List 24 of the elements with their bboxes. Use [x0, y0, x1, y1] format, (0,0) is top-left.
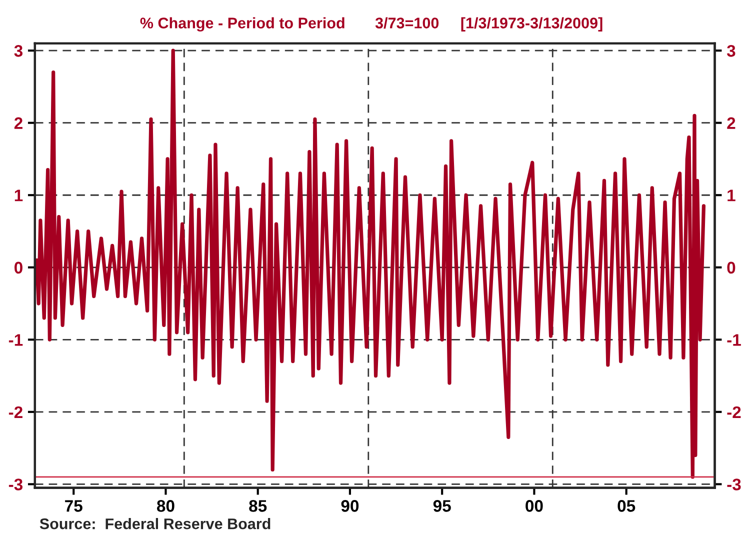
y2-tick-label: 2: [727, 117, 736, 129]
y-tick-label: 3: [14, 44, 23, 57]
y-tick-label: -2: [8, 406, 22, 418]
x-tick-label: 00: [526, 500, 543, 512]
y2-tick-label: -2: [727, 406, 741, 418]
y-tick-label: 0: [14, 262, 22, 274]
x-tick-label: 75: [65, 500, 82, 512]
x-tick-label: 90: [341, 500, 359, 512]
y2-tick-label: -3: [727, 478, 741, 490]
chart-title: % Change - Period to Period 3/73=100 [1/3/1973-3/13/2009]: [140, 17, 602, 32]
line-series: [34, 48, 706, 479]
x-tick-label: 95: [433, 500, 451, 512]
y2-tick-label: 0: [727, 262, 736, 274]
y-tick-label: -3: [8, 478, 23, 490]
y2-tick-label: 1: [728, 190, 736, 202]
x-tick-label: 85: [249, 500, 267, 512]
source-note: Source: Federal Reserve Board: [40, 518, 270, 530]
x-tick-label: 80: [156, 500, 174, 512]
y2-tick-label: 3: [726, 44, 736, 57]
y2-tick-label: -1: [727, 334, 741, 346]
y-tick-label: -1: [8, 334, 23, 346]
y-tick-label: 1: [14, 190, 23, 202]
y-tick-label: 2: [14, 117, 22, 129]
x-tick-label: 05: [618, 500, 636, 512]
